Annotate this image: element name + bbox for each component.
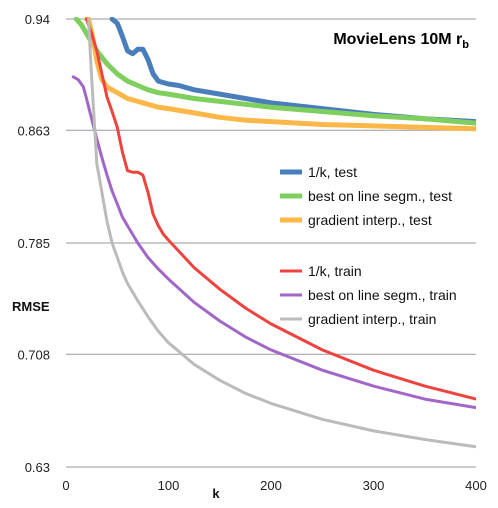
grid-lines bbox=[66, 18, 476, 468]
y-tick-label: 0.708 bbox=[17, 347, 50, 362]
legend-label-gradient-interp-test: gradient interp., test bbox=[308, 212, 432, 228]
y-tick-label: 0.63 bbox=[25, 460, 50, 475]
legend-label-1-k-test: 1/k, test bbox=[308, 164, 357, 180]
legend: 1/k, test best on line segm., test gradien… bbox=[280, 164, 457, 327]
x-axis-label: k bbox=[212, 486, 220, 501]
x-tick-label: 100 bbox=[158, 478, 180, 493]
x-tick-labels: 0 100 200 300 400 bbox=[62, 478, 486, 493]
x-tick-label: 300 bbox=[363, 478, 385, 493]
series-line-gradient-interp-train bbox=[87, 17, 476, 449]
series-line-1-k-test bbox=[109, 17, 476, 125]
y-axis-label: RMSE bbox=[12, 299, 50, 314]
y-tick-label: 0.785 bbox=[17, 236, 50, 251]
legend-label-1-k-train: 1/k, train bbox=[308, 263, 362, 279]
x-tick-label: 400 bbox=[465, 478, 487, 493]
y-tick-label: 0.863 bbox=[17, 123, 50, 138]
series-line-gradient-interp-test bbox=[84, 17, 476, 132]
legend-label-best-on-line-segm-test: best on line segm., test bbox=[308, 188, 452, 204]
legend-label-gradient-interp-train: gradient interp., train bbox=[308, 311, 436, 327]
y-tick-label: 0.94 bbox=[25, 12, 50, 27]
chart-title: MovieLens 10M rb bbox=[333, 31, 469, 51]
series-line-best-on-line-segm-train bbox=[71, 75, 476, 410]
x-tick-label: 200 bbox=[260, 478, 282, 493]
y-tick-labels: 0.63 0.708 0.785 0.863 0.94 bbox=[17, 12, 50, 475]
series-lines bbox=[71, 17, 476, 449]
x-tick-label: 0 bbox=[62, 478, 69, 493]
legend-label-best-on-line-segm-train: best on line segm., train bbox=[308, 287, 457, 303]
series-line-1-k-train bbox=[85, 17, 476, 401]
